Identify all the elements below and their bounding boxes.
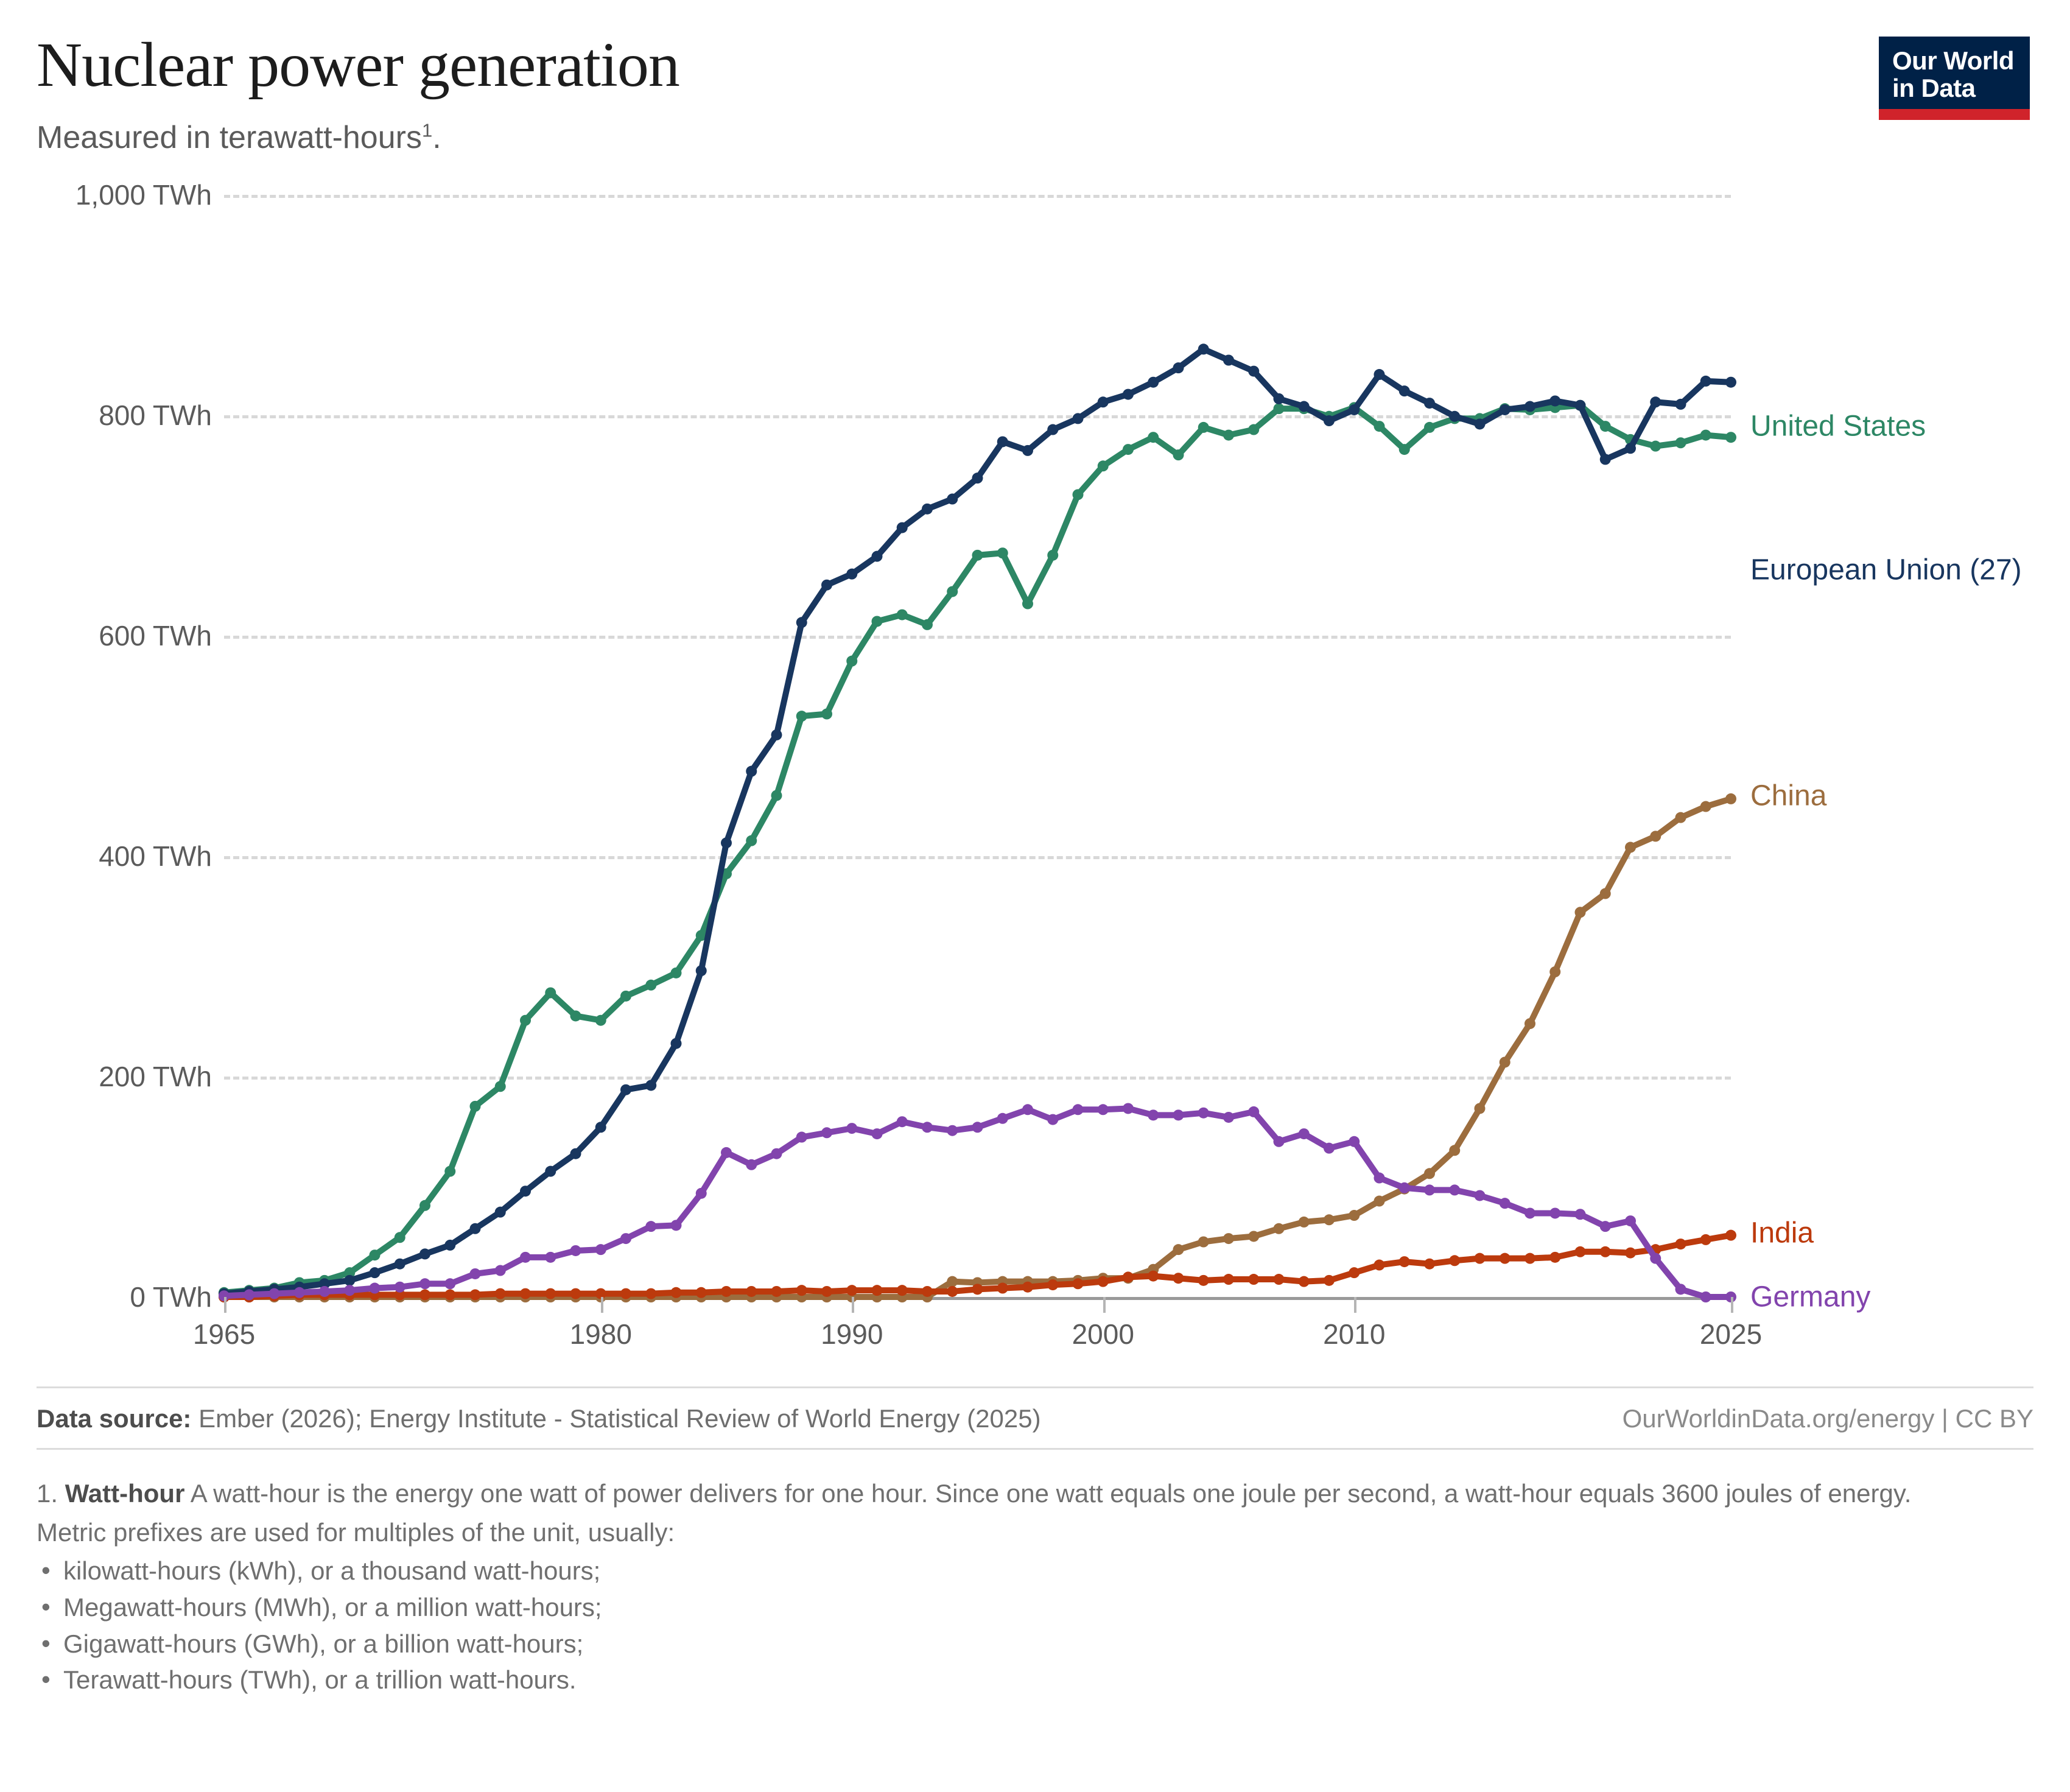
gridline-800	[224, 415, 1731, 419]
gridline-200	[224, 1077, 1731, 1080]
x-tick-label-2010: 2010	[1323, 1318, 1386, 1351]
prefix-intro: Metric prefixes are used for multiples o…	[37, 1517, 675, 1547]
x-tick-1980	[600, 1297, 603, 1313]
series-label-united-states[interactable]: United States	[1750, 410, 1926, 443]
y-axis-labels: 0 TWh 200 TWh 400 TWh 600 TWh 800 TWh 1,000 T…	[37, 179, 212, 1313]
series-label-india[interactable]: India	[1750, 1217, 1814, 1249]
series-label-european-union-27-[interactable]: European Union (27)	[1750, 553, 2022, 586]
gridline-0	[224, 1297, 1731, 1301]
gridline-600	[224, 636, 1731, 639]
footer-divider-bottom	[37, 1448, 2033, 1450]
y-tick-label-800: 800 TWh	[99, 399, 212, 432]
footnote-watt-hour: 1. Watt-hour A watt-hour is the energy o…	[37, 1475, 1936, 1512]
footnote-marker: 1	[421, 119, 433, 141]
attribution-link[interactable]: OurWorldinData.org/energy | CC BY	[1622, 1404, 2033, 1433]
owid-logo[interactable]: Our World in Data	[1879, 37, 2030, 121]
prefix-list-item: Megawatt-hours (MWh), or a million watt-…	[37, 1589, 2033, 1626]
x-tick-1965	[224, 1297, 226, 1313]
x-tick-2000	[1103, 1297, 1106, 1313]
prefix-list-item: kilowatt-hours (kWh), or a thousand watt…	[37, 1552, 2033, 1589]
x-axis: 1965 1980 1990 2000 2010 2025	[193, 1297, 1762, 1370]
subtitle-text: Measured in terawatt-hours	[37, 120, 422, 156]
prefix-list-item: Gigawatt-hours (GWh), or a billion watt-…	[37, 1625, 2033, 1662]
chart-subtitle: Measured in terawatt-hours1.	[37, 119, 2033, 156]
footnote-body: A watt-hour is the energy one watt of po…	[184, 1479, 1912, 1508]
data-source: Data source: Ember (2026); Energy Instit…	[37, 1404, 1041, 1433]
series-label-china[interactable]: China	[1750, 779, 1827, 812]
prefix-list-item: Terawatt-hours (TWh), or a trillion watt…	[37, 1661, 2033, 1698]
y-tick-label-600: 600 TWh	[99, 620, 212, 652]
page-title: Nuclear power generation	[37, 30, 680, 100]
x-tick-2025	[1731, 1297, 1733, 1313]
footnote-index: 1.	[37, 1479, 65, 1508]
logo-line-1: Our World	[1892, 46, 2015, 75]
footnotes: 1. Watt-hour A watt-hour is the energy o…	[37, 1450, 2033, 1698]
x-tick-label-1980: 1980	[569, 1318, 632, 1351]
y-tick-label-0: 0 TWh	[130, 1281, 212, 1313]
data-source-text: Ember (2026); Energy Institute - Statist…	[198, 1404, 1041, 1433]
series-united-states	[219, 399, 1736, 1298]
x-tick-label-1965: 1965	[192, 1318, 256, 1351]
y-tick-label-1000: 1,000 TWh	[75, 179, 212, 211]
chart-area: 0 TWh 200 TWh 400 TWh 600 TWh 800 TWh 1,000 T…	[37, 178, 2033, 1386]
x-tick-label-1990: 1990	[821, 1318, 883, 1351]
y-tick-label-200: 200 TWh	[99, 1061, 212, 1093]
data-source-label: Data source:	[37, 1404, 192, 1433]
series-label-germany[interactable]: Germany	[1750, 1281, 1871, 1313]
series-european-union-27-	[219, 343, 1736, 1299]
series-germany	[219, 1103, 1736, 1303]
x-tick-1990	[852, 1297, 855, 1313]
x-tick-label-2000: 2000	[1072, 1318, 1134, 1351]
series-lines	[219, 343, 1736, 1303]
logo-line-2: in Data	[1892, 73, 1976, 102]
y-tick-label-400: 400 TWh	[99, 840, 212, 873]
series-india	[219, 1229, 1736, 1303]
chart-header: Nuclear power generation Measured in ter…	[37, 0, 2033, 156]
series-china	[219, 793, 1736, 1303]
plot-area	[219, 195, 1736, 1303]
footnote-term: Watt-hour	[65, 1479, 185, 1508]
prefix-list: kilowatt-hours (kWh), or a thousand watt…	[37, 1552, 2033, 1698]
chart-footer: Data source: Ember (2026); Energy Instit…	[37, 1388, 2033, 1448]
x-tick-label-2025: 2025	[1699, 1318, 1763, 1351]
gridline-400	[224, 856, 1731, 860]
footer-divider-top	[37, 1386, 2033, 1389]
subtitle-period: .	[432, 120, 441, 156]
x-tick-2010	[1354, 1297, 1357, 1313]
gridline-1000	[224, 195, 1731, 199]
